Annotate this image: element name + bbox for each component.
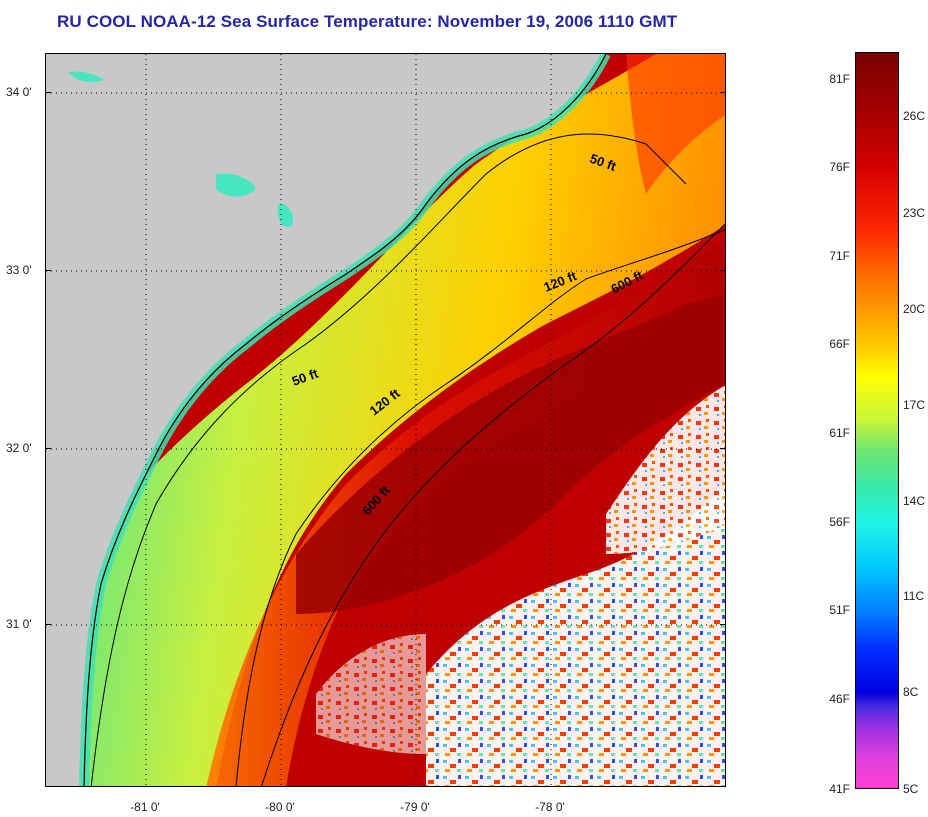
tick-right <box>720 448 726 449</box>
latitude-label-33: 33 0' <box>6 263 32 277</box>
colorbar-label-66f: 66F <box>829 337 850 351</box>
tick-left <box>45 448 51 449</box>
graticule <box>46 54 725 786</box>
colorbar-label-20c: 20C <box>903 302 926 316</box>
cloud-area-north <box>606 385 725 554</box>
latitude-label-31: 31 0' <box>6 617 32 631</box>
longitude-label-79: -79 0' <box>400 800 430 814</box>
colorbar-label-14c: 14C <box>903 494 926 508</box>
tick-left <box>45 92 51 93</box>
tick-right <box>720 270 726 271</box>
colorbar-label-17c: 17C <box>903 398 926 412</box>
gulf-stream-core <box>296 294 725 614</box>
inland-lake-3 <box>68 71 104 82</box>
colorbar-label-56f: 56F <box>829 515 850 529</box>
tick-right <box>720 624 726 625</box>
land-mass <box>46 54 606 786</box>
map-title: RU COOL NOAA-12 Sea Surface Temperature:… <box>57 12 678 31</box>
colorbar-label-46f: 46F <box>829 692 850 706</box>
colorbar-label-81f: 81F <box>829 72 850 86</box>
colorbar-label-76f: 76F <box>829 160 850 174</box>
longitude-label-80: -80 0' <box>265 800 295 814</box>
inland-lake-2 <box>277 203 294 228</box>
tick-left <box>45 624 51 625</box>
sst-map[interactable]: 50 ft 120 ft 600 ft 50 ft 120 ft 600 ft <box>45 53 726 787</box>
coastline <box>83 54 607 786</box>
tick-right <box>720 92 726 93</box>
latitude-label-34: 34 0' <box>6 85 32 99</box>
colorbar-label-26c: 26C <box>903 109 926 123</box>
north-warm-water <box>626 54 725 194</box>
colorbar-label-23c: 23C <box>903 206 926 220</box>
cloud-area <box>426 485 725 786</box>
longitude-label-81: -81 0' <box>130 800 160 814</box>
colorbar-label-51f: 51F <box>829 603 850 617</box>
colorbar-label-41f: 41F <box>829 782 850 796</box>
colorbar-label-71f: 71F <box>829 249 850 263</box>
colorbar-label-8c: 8C <box>903 685 919 699</box>
latitude-label-32: 32 0' <box>6 441 32 455</box>
temperature-colorbar <box>855 52 899 789</box>
contour-120ft <box>235 229 725 786</box>
contour-50ft <box>90 133 687 786</box>
colorbar-label-11c: 11C <box>903 589 925 603</box>
inland-lake <box>216 173 256 197</box>
shelf-water <box>46 54 725 786</box>
sst-imagery: 50 ft 120 ft 600 ft 50 ft 120 ft 600 ft <box>46 54 725 786</box>
cloud-patch <box>316 634 426 754</box>
longitude-label-78: -78 0' <box>535 800 565 814</box>
colorbar-label-61f: 61F <box>829 426 850 440</box>
colorbar-label-5c: 5C <box>903 782 919 796</box>
contour-600ft <box>261 223 725 786</box>
tick-left <box>45 270 51 271</box>
